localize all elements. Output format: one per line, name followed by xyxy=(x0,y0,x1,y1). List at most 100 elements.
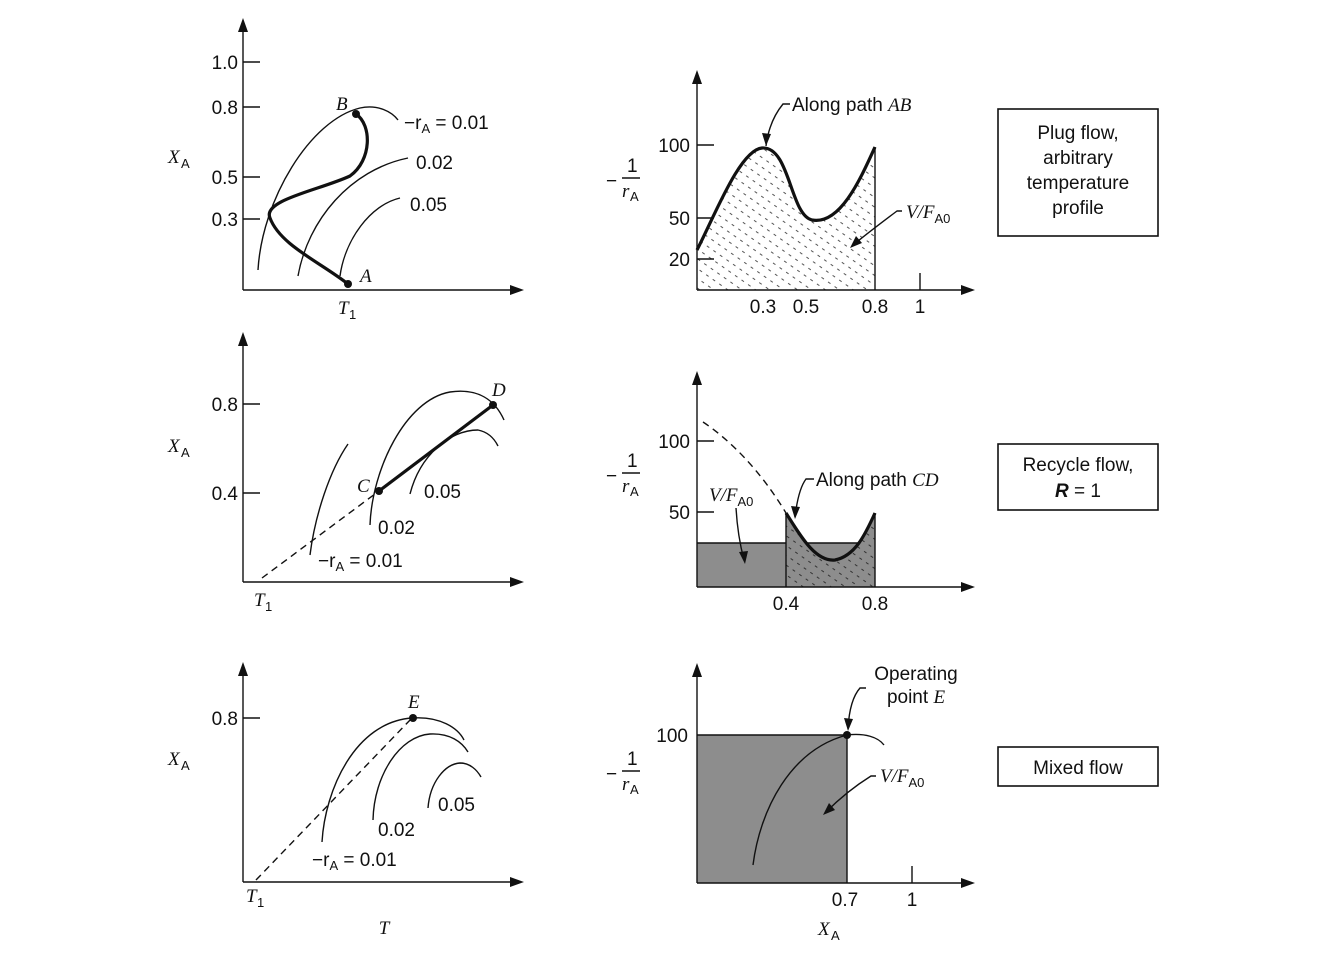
tick-label: 50 xyxy=(669,209,690,230)
tick-label: 100 xyxy=(656,726,688,747)
tick-label: 0.4 xyxy=(773,594,800,615)
x-axis-label: X xyxy=(817,919,831,940)
row3-right-plot: 100 0.7 1 X A − 1 r A Operating point E … xyxy=(606,663,975,943)
curve-label-0.02: 0.02 xyxy=(378,820,415,841)
point-a-label: A xyxy=(358,266,372,287)
operating-point-marker xyxy=(843,731,851,739)
svg-text:A: A xyxy=(630,782,639,797)
svg-text:A: A xyxy=(630,484,639,499)
point-b-marker xyxy=(352,110,360,118)
tick-label: 0.8 xyxy=(212,98,238,119)
row2-caption-box: Recycle flow, R = 1 xyxy=(997,443,1159,511)
rate-curve-0.01 xyxy=(321,717,465,843)
tick-label: 1 xyxy=(915,297,926,318)
y-axis-label: − 1 r A xyxy=(606,451,640,499)
rate-curve-0.02 xyxy=(369,390,505,526)
row3-caption-box: Mixed flow xyxy=(997,746,1159,787)
rate-curve-0.01 xyxy=(257,106,399,271)
svg-text:r: r xyxy=(622,181,630,202)
tick-label: 0.4 xyxy=(212,484,239,505)
svg-text:A: A xyxy=(181,156,190,171)
svg-text:A: A xyxy=(831,928,840,943)
row3-left-plot: 0.8 X A T 1 T E 0.05 0.02 −rA = 0.01 xyxy=(167,662,524,939)
operating-line xyxy=(255,717,413,881)
path-ab-label: Along path AB xyxy=(792,95,912,116)
point-d-marker xyxy=(489,401,497,409)
tick-label: 100 xyxy=(658,136,690,157)
row1-left-plot: 1.0 0.8 0.5 0.3 X A T 1 B A −rA = 0.01 0… xyxy=(167,18,524,322)
point-e-label: E xyxy=(407,692,420,713)
svg-text:1: 1 xyxy=(627,749,638,770)
path-cd-label: Along path CD xyxy=(816,470,939,491)
y-axis-label: X xyxy=(167,436,181,457)
rate-curve-0.05 xyxy=(427,762,482,809)
row1-caption-box: Plug flow, arbitrary temperature profile xyxy=(997,108,1159,237)
curve-label-0.05: 0.05 xyxy=(438,795,475,816)
y-axis-label: − 1 r A xyxy=(606,749,640,797)
svg-text:r: r xyxy=(622,476,630,497)
curve-label-0.02: 0.02 xyxy=(416,153,453,174)
recycle-line xyxy=(261,490,380,579)
curve-label-0.05: 0.05 xyxy=(424,482,461,503)
svg-text:profile: profile xyxy=(1052,198,1104,219)
curve-label-0.02: 0.02 xyxy=(378,518,415,539)
vf-area xyxy=(697,147,875,290)
cd-area xyxy=(786,513,875,587)
rate-curve-0.01 xyxy=(309,443,349,556)
svg-text:1: 1 xyxy=(627,451,638,472)
vf-area xyxy=(697,735,847,883)
operating-point-label: Operating xyxy=(874,664,957,685)
t1-label: T xyxy=(254,590,266,611)
tick-label: 1.0 xyxy=(212,53,238,74)
point-e-marker xyxy=(409,714,417,722)
svg-text:Plug flow,: Plug flow, xyxy=(1037,123,1118,144)
rate-curve-0.05 xyxy=(409,429,499,495)
tick-label: 0.5 xyxy=(212,168,238,189)
rate-curve-0.02 xyxy=(297,157,409,277)
tick-label: 50 xyxy=(669,503,690,524)
point-c-marker xyxy=(375,487,383,495)
svg-text:r: r xyxy=(622,774,630,795)
operating-point-label: point E xyxy=(887,687,945,708)
svg-text:Mixed flow: Mixed flow xyxy=(1033,758,1123,779)
y-axis-label: X xyxy=(167,147,181,168)
t1-label: T xyxy=(338,298,350,319)
svg-text:−: − xyxy=(606,764,617,785)
tick-label: 0.3 xyxy=(212,210,238,231)
y-axis-label: − 1 r A xyxy=(606,156,640,204)
tick-label: 0.8 xyxy=(862,594,888,615)
rate-curve-0.02 xyxy=(372,733,469,821)
tick-label: 1 xyxy=(907,890,918,911)
tick-label: 0.8 xyxy=(862,297,888,318)
svg-text:temperature: temperature xyxy=(1027,173,1129,194)
tick-label: 20 xyxy=(669,250,690,271)
point-a-marker xyxy=(344,280,352,288)
inverse-rate-curve xyxy=(752,733,885,866)
x-axis-label: T xyxy=(379,918,391,939)
svg-text:A: A xyxy=(630,189,639,204)
point-c-label: C xyxy=(357,476,370,497)
rate-curve-0.05 xyxy=(339,197,401,277)
svg-text:1: 1 xyxy=(265,599,272,614)
row2-right-plot: 100 50 0.4 0.8 − 1 r A Along path CD V/F… xyxy=(606,371,975,615)
y-axis-label: X xyxy=(167,749,181,770)
curve-label-0.05: 0.05 xyxy=(410,195,447,216)
svg-text:A: A xyxy=(181,758,190,773)
svg-text:arbitrary: arbitrary xyxy=(1043,148,1113,169)
vf-label: V/FA0 xyxy=(709,485,753,509)
tick-label: 0.7 xyxy=(832,890,858,911)
inverse-rate-curve xyxy=(784,512,877,562)
curve-label-0.01: −rA = 0.01 xyxy=(312,850,397,873)
curve-label-0.01: −rA = 0.01 xyxy=(318,551,403,574)
path-ab xyxy=(267,112,369,286)
path-callout-line xyxy=(765,103,790,147)
vf-label: V/FA0 xyxy=(880,766,924,790)
svg-text:R = 1: R = 1 xyxy=(1055,481,1101,502)
inverse-rate-curve xyxy=(695,146,877,251)
svg-text:1: 1 xyxy=(627,156,638,177)
svg-text:−: − xyxy=(606,171,617,192)
curve-label-0.01: −rA = 0.01 xyxy=(404,113,489,136)
svg-text:1: 1 xyxy=(257,895,264,910)
tick-label: 100 xyxy=(658,432,690,453)
